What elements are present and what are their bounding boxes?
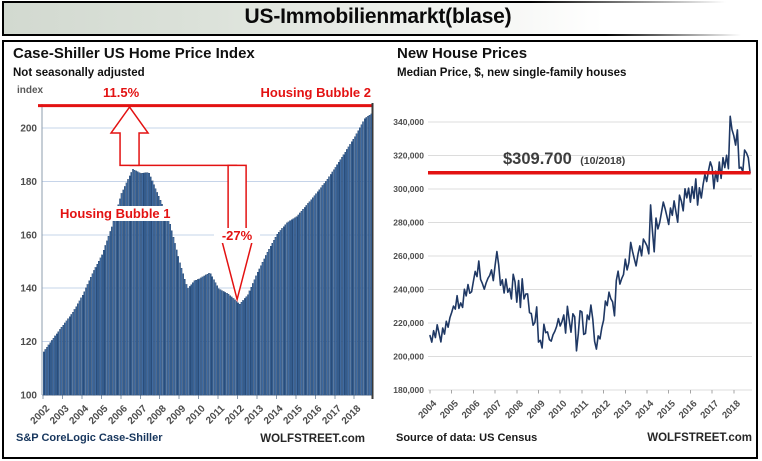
right-chart-subtitle: Median Price, $, new single-family house… bbox=[397, 67, 627, 79]
gain-annotation: 11.5% bbox=[103, 85, 140, 100]
title-bar-border-bottom bbox=[2, 34, 756, 36]
left-brand-label: WOLFSTREET.com bbox=[260, 433, 365, 445]
app-title-bar: US-Immobilienmarkt(blase) bbox=[2, 2, 754, 36]
left-source-label: S&P CoreLogic Case-Shiller bbox=[16, 432, 163, 444]
title-bar-border-top bbox=[2, 1, 756, 3]
drop-annotation: -27% bbox=[214, 228, 260, 243]
price-annotation-value: $309.700 bbox=[503, 150, 572, 168]
right-brand-label: WOLFSTREET.com bbox=[647, 432, 752, 444]
y-axis-unit-label: index bbox=[17, 85, 44, 96]
content-panel bbox=[2, 40, 758, 459]
left-chart-subtitle: Not seasonally adjusted bbox=[13, 67, 145, 79]
page-title: US-Immobilienmarkt(blase) bbox=[244, 5, 512, 28]
price-annotation: $309.700 (10/2018) bbox=[503, 150, 625, 169]
title-bar-border-left bbox=[2, 1, 4, 36]
price-annotation-date: (10/2018) bbox=[580, 155, 626, 167]
right-source-label: Source of data: US Census bbox=[396, 432, 538, 444]
right-chart-title: New House Prices bbox=[397, 45, 528, 62]
housing-bubble-1-label: Housing Bubble 1 bbox=[57, 206, 174, 221]
left-chart-title: Case-Shiller US Home Price Index bbox=[13, 45, 255, 62]
housing-bubble-2-label: Housing Bubble 2 bbox=[260, 85, 372, 100]
